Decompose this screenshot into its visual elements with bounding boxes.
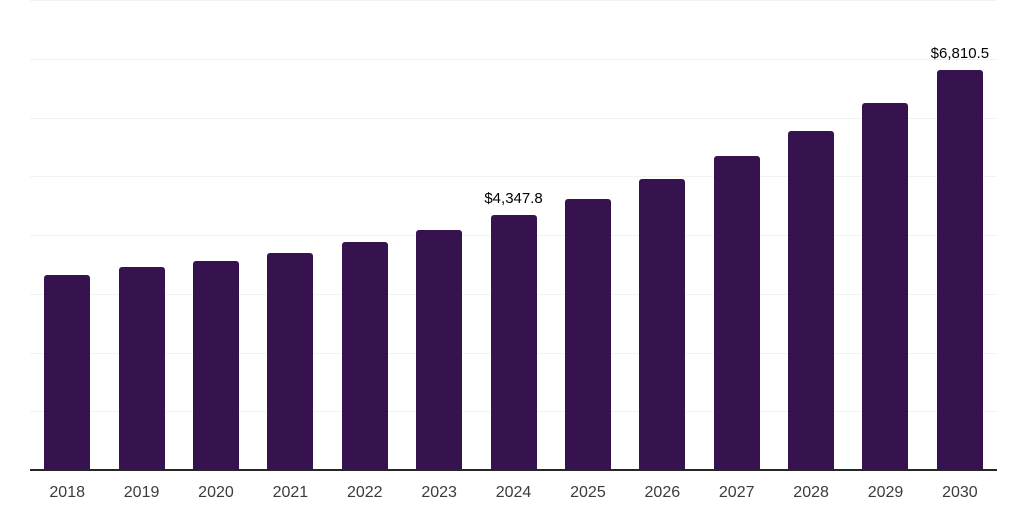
x-axis-line: [30, 469, 997, 471]
bar-2019: [118, 266, 165, 470]
x-tick-label-2019: 2019: [123, 484, 160, 501]
x-tick-label-2022: 2022: [346, 484, 383, 501]
x-tick-label-2028: 2028: [793, 484, 829, 501]
bar-slot-2022: [328, 0, 402, 470]
bar-2020: [192, 260, 239, 470]
bar-slot-2024: $4,347.8: [476, 0, 550, 470]
value-label-2024: $4,347.8: [484, 189, 543, 207]
x-tick-label-2023: 2023: [421, 484, 457, 501]
bars-container: $4,347.8 $6,810.5: [30, 0, 997, 470]
bar-2025: [564, 198, 611, 470]
bar-slot-2027: [700, 0, 774, 470]
x-tick-label-2024: 2024: [495, 484, 532, 501]
gridline-8000: [30, 0, 997, 1]
bar-2030: [936, 69, 983, 470]
bar-2026: [639, 179, 686, 470]
bar-2023: [416, 229, 463, 470]
bar-2018: [44, 275, 91, 470]
x-tick-label-2025: 2025: [570, 484, 606, 501]
bar-2028: [788, 131, 835, 470]
x-axis-tick-labels: 2018 2019 2020 2021 2022 2023 2024 2025 2026 2027…: [30, 483, 997, 502]
gridline-5000: [30, 176, 997, 177]
x-tick-label-2030: 2030: [942, 484, 978, 501]
bar-slot-2021: [253, 0, 327, 470]
bar-slot-2023: [402, 0, 476, 470]
bar-2027: [713, 155, 760, 470]
chart-plot-area: $4,347.8 $6,810.5: [30, 0, 997, 471]
x-tick-label-2026: 2026: [644, 484, 681, 501]
bar-slot-2019: [104, 0, 178, 470]
x-tick-label-2021: 2021: [272, 484, 309, 501]
bar-slot-2025: [551, 0, 625, 470]
x-tick-label-2029: 2029: [867, 484, 904, 501]
gridline-7000: [30, 59, 997, 60]
bar-slot-2020: [179, 0, 253, 470]
gridline-6000: [30, 118, 997, 119]
bar-slot-2030: $6,810.5: [923, 0, 997, 470]
bar-2022: [341, 241, 388, 470]
bar-2021: [267, 252, 314, 470]
bar-slot-2029: [848, 0, 922, 470]
value-label-2030: $6,810.5: [930, 44, 990, 62]
bar-slot-2028: [774, 0, 848, 470]
bar-slot-2018: [30, 0, 104, 470]
bar-slot-2026: [625, 0, 699, 470]
bar-2029: [862, 102, 909, 470]
x-tick-label-2018: 2018: [49, 484, 85, 501]
bar-2024: [490, 214, 537, 470]
x-tick-label-2020: 2020: [198, 484, 234, 501]
x-tick-label-2027: 2027: [718, 484, 755, 501]
